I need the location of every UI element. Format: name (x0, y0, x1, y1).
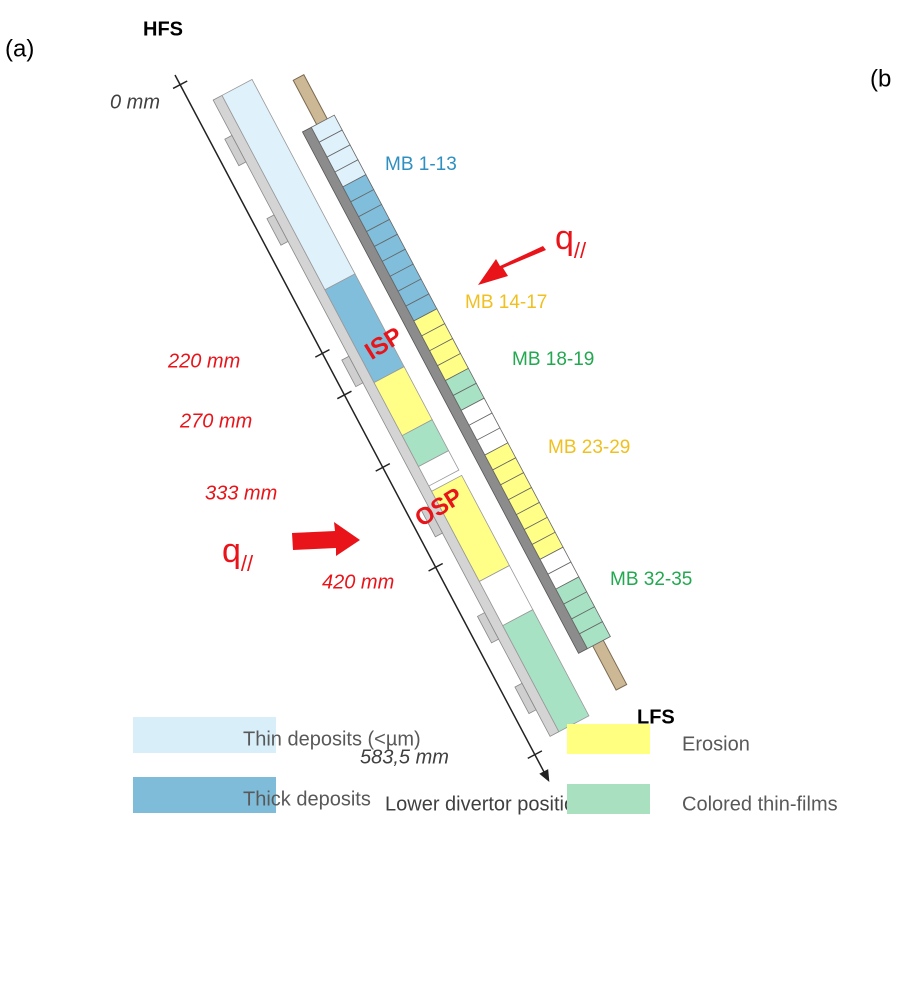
heat-flux-subscript: // (241, 551, 254, 576)
position-label: 333 mm (205, 482, 277, 504)
position-label: 220 mm (167, 350, 240, 372)
heat-flux-subscript: // (574, 238, 587, 263)
legend-text: Colored thin-films (682, 793, 838, 815)
heat-flux-symbol: q (555, 219, 574, 257)
legend-text: Thick deposits (243, 788, 371, 810)
axis-tick (528, 751, 542, 758)
tile-side (213, 95, 559, 736)
position-label: 270 mm (179, 410, 252, 432)
tile-label: MB 1-13 (385, 154, 457, 175)
axis-tick (173, 81, 187, 88)
axis-tick (429, 564, 443, 571)
legend-swatch (567, 724, 650, 754)
axis-arrowhead (539, 769, 553, 784)
legend-text: Erosion (682, 733, 750, 755)
heat-flux-symbol: q (222, 532, 241, 570)
axis-tick (376, 464, 390, 471)
position-label: 0 mm (110, 91, 160, 113)
tile-label: MB 14-17 (465, 292, 547, 313)
axis-tick (315, 350, 329, 357)
divertor-drawing (168, 18, 657, 786)
panel-label: (b (870, 65, 891, 92)
tile-label: MB 18-19 (512, 349, 594, 370)
hfs-label: HFS (143, 18, 183, 40)
position-label: 420 mm (322, 571, 394, 593)
heat-flux-label: q// (555, 219, 587, 263)
legend-text: Thin deposits (<µm) (243, 728, 421, 750)
heat-flux-arrow (478, 246, 546, 285)
figure: (a) (b HFS LFS 0 mm 220 mm 270 mm 333 mm… (0, 0, 903, 985)
panel-label: (a) (5, 35, 34, 62)
tile-label: MB 32-35 (610, 569, 692, 590)
heat-flux-label: q// (222, 532, 254, 576)
tile-label: MB 23-29 (548, 437, 630, 458)
axis-tick (337, 391, 351, 398)
legend-swatch (567, 784, 650, 814)
heat-flux-arrow (292, 522, 360, 556)
